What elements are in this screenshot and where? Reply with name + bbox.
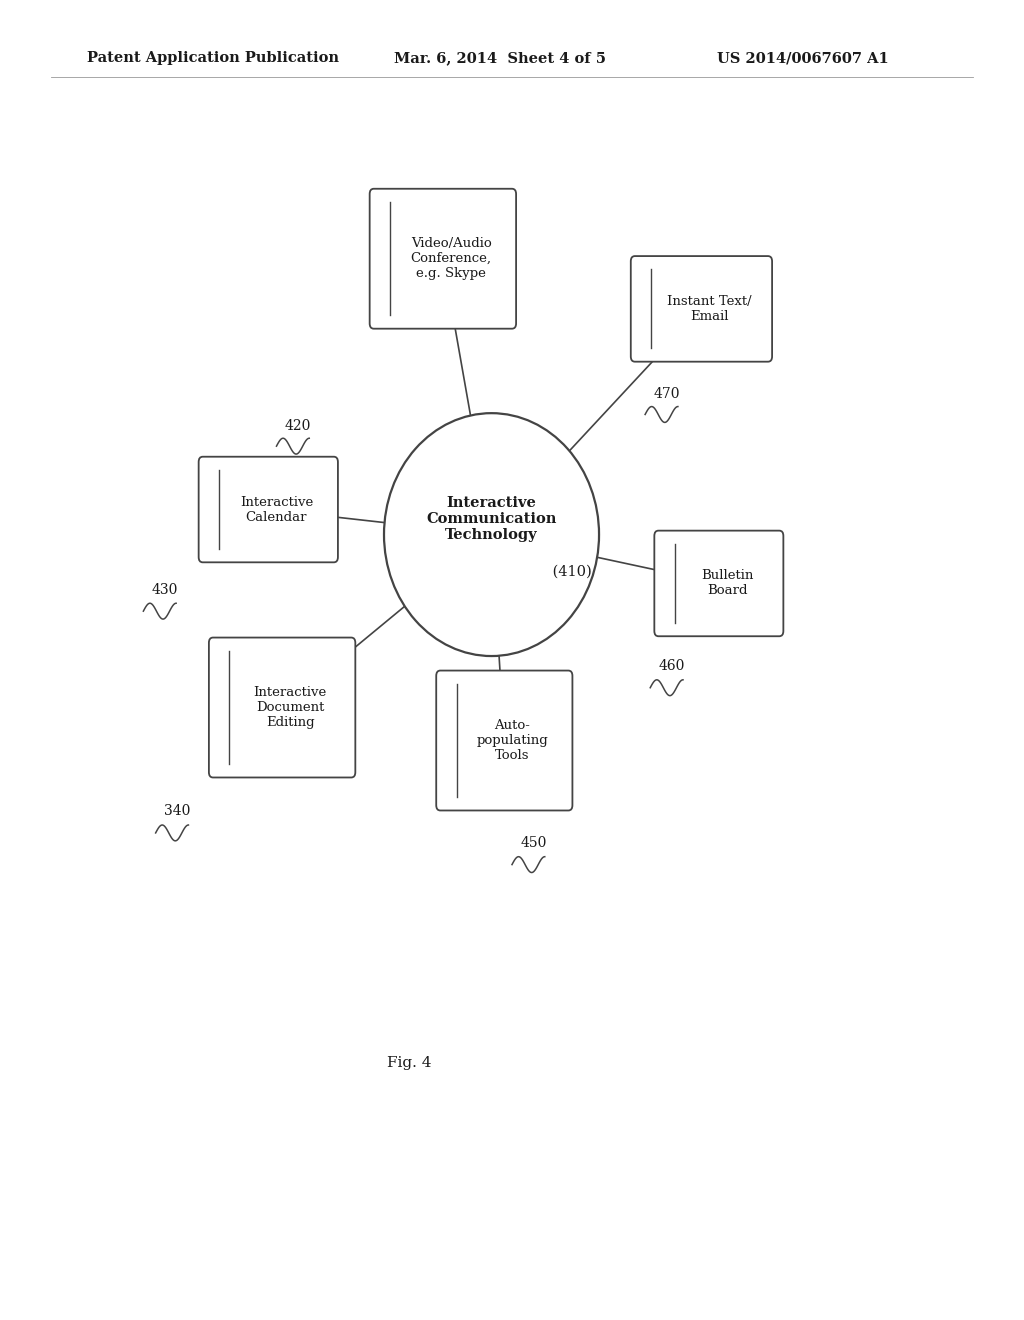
Text: Instant Text/
Email: Instant Text/ Email	[668, 294, 752, 323]
Ellipse shape	[384, 413, 599, 656]
Text: 470: 470	[653, 387, 680, 401]
Text: 450: 450	[520, 836, 547, 850]
Text: Video/Audio
Conference,
e.g. Skype: Video/Audio Conference, e.g. Skype	[411, 238, 492, 280]
Text: 460: 460	[658, 659, 685, 673]
Text: Patent Application Publication: Patent Application Publication	[87, 51, 339, 65]
Text: US 2014/0067607 A1: US 2014/0067607 A1	[717, 51, 889, 65]
Text: Bulletin
Board: Bulletin Board	[700, 569, 754, 598]
FancyBboxPatch shape	[654, 531, 783, 636]
Text: 430: 430	[152, 582, 178, 597]
FancyBboxPatch shape	[209, 638, 355, 777]
Text: Interactive
Document
Editing: Interactive Document Editing	[254, 686, 327, 729]
FancyBboxPatch shape	[370, 189, 516, 329]
Text: (410): (410)	[548, 565, 592, 578]
FancyBboxPatch shape	[631, 256, 772, 362]
Text: Auto-
populating
Tools: Auto- populating Tools	[476, 719, 549, 762]
Text: 340: 340	[164, 804, 190, 818]
Text: Interactive
Communication
Technology: Interactive Communication Technology	[426, 495, 557, 543]
Text: Mar. 6, 2014  Sheet 4 of 5: Mar. 6, 2014 Sheet 4 of 5	[394, 51, 606, 65]
Text: Fig. 4: Fig. 4	[387, 1056, 432, 1069]
Text: 420: 420	[285, 418, 311, 433]
FancyBboxPatch shape	[436, 671, 572, 810]
Text: Interactive
Calendar: Interactive Calendar	[240, 495, 313, 524]
FancyBboxPatch shape	[199, 457, 338, 562]
